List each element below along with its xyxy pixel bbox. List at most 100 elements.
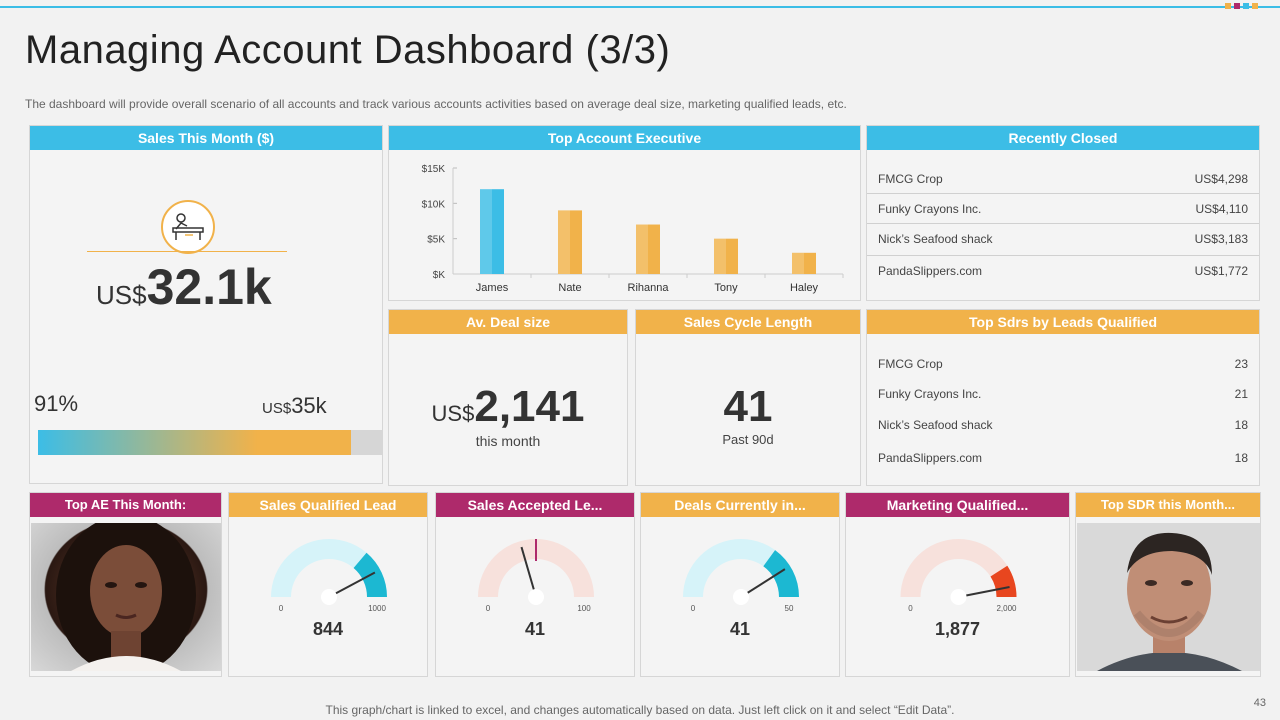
sales-month-target: US$35k [262,393,327,418]
top-ae-photo [31,523,221,671]
list-item: FMCG Crop US$4,298 [867,164,1259,194]
gauge-card: Sales Qualified Lead 0 1000 844 [228,492,428,677]
gauge-track [683,539,799,597]
top-ae-bar-chart: $K $5K $10K $15K James Nate Rihanna Tony Haley [422,164,844,294]
gauge-card: Deals Currently in... 0 50 41 [640,492,840,677]
gauge-min-label: 0 [279,604,284,613]
x-tick-label: Nate [558,282,581,294]
list-item-name: Nick’s Seafood shack [878,232,993,246]
list-item-name: Funky Crayons Inc. [878,387,982,401]
list-item: PandaSlippers.com 18 [867,450,1259,480]
sales-cycle-value: 41 [723,382,773,431]
gauge-fill [763,550,799,597]
avg-deal-value: US$2,141 [431,382,585,431]
gauge-track [478,539,594,597]
list-item: PandaSlippers.com US$1,772 [867,256,1259,286]
top-sdr-month-header: Top SDR this Month... [1076,493,1260,517]
recently-closed-header: Recently Closed [867,126,1259,150]
list-item-value: 21 [1234,387,1248,401]
sales-progress-track [38,430,382,455]
y-tick-label: $15K [422,164,446,175]
bar-shade [714,238,726,274]
bar-shade [636,224,648,274]
gauge-hub [733,589,749,605]
gauge-track [271,539,387,597]
list-item-value: 18 [1234,418,1248,432]
gauge-dial: 0 100 [478,539,594,613]
gauge-needle [740,568,786,598]
bar-nate[interactable] [558,210,582,274]
top-sdr-photo [1077,523,1260,671]
gauge-hub [950,589,967,605]
top-sdrs-list: FMCG Crop 23 Funky Crayons Inc. 21 Nick’s Se… [867,356,1259,480]
sales-this-month-card: Sales This Month ($) US$32.1k 91% US$35k [29,125,383,484]
gauge-header: Marketing Qualified... [846,493,1069,517]
list-item-value: US$3,183 [1194,232,1248,246]
gauge-value: 41 [524,619,546,639]
gauge-dial: 0 1000 [271,539,387,613]
top-sdrs-card: Top Sdrs by Leads Qualified FMCG Crop 23 F… [866,309,1260,486]
list-item-value: US$4,110 [1195,202,1248,216]
top-sdrs-header: Top Sdrs by Leads Qualified [867,310,1259,334]
gauge-max-label: 50 [785,604,794,613]
gauge-min-label: 0 [691,604,696,613]
gauge-hub [528,589,544,605]
bar-shade [792,252,804,274]
gauge-needle [520,546,537,598]
desk-worker-icon [161,200,215,254]
sales-cycle-caption: Past 90d [722,432,774,447]
list-item: Funky Crayons Inc. 21 [867,386,1259,417]
gauge-needle [328,571,376,598]
gauge-value: 844 [312,619,344,639]
list-item-name: FMCG Crop [878,172,943,186]
list-item-name: PandaSlippers.com [878,264,983,278]
sales-month-divider [87,251,287,252]
gauge-header: Sales Accepted Le... [436,493,634,517]
sales-month-value: US$32.1k [96,259,272,315]
gauge-needle [958,586,1010,598]
page-subtitle: The dashboard will provide overall scena… [25,97,847,111]
recently-closed-list: FMCG Crop US$4,298 Funky Crayons Inc. US$4,… [867,164,1259,286]
list-item-name: PandaSlippers.com [878,451,983,465]
gauge-max-label: 2,000 [996,604,1017,613]
gauge-track [900,538,1017,597]
avg-deal-size-card: Av. Deal size US$2,141 this month [388,309,628,486]
bar-tony[interactable] [714,238,738,274]
bar-shade [480,189,492,274]
top-ae-month-card: Top AE This Month: [29,492,222,677]
corner-decoration [1225,3,1258,9]
sales-progress-fill [38,430,352,455]
gauge-max-label: 1000 [368,604,386,613]
x-tick-label: Tony [714,282,738,294]
sales-month-percent: 91% [34,391,79,416]
list-item: Funky Crayons Inc. US$4,110 [867,194,1259,224]
bar-rihanna[interactable] [636,224,660,274]
gauge-max-label: 100 [577,604,591,613]
list-item-value: US$4,298 [1194,172,1248,186]
top-ae-month-header: Top AE This Month: [30,493,221,517]
sales-this-month-header: Sales This Month ($) [30,126,382,150]
top-ae-header: Top Account Executive [389,126,860,150]
bar-james[interactable] [480,189,504,274]
x-tick-label: Rihanna [628,282,670,294]
recently-closed-card: Recently Closed FMCG Crop US$4,298 Funky C… [866,125,1260,301]
gauge-value: 41 [729,619,751,639]
y-tick-label: $5K [427,235,445,246]
gauge-dial: 0 2,000 [900,538,1017,613]
sales-cycle-card: Sales Cycle Length 41 Past 90d [635,309,861,486]
list-item: Nick’s Seafood shack US$3,183 [867,224,1259,256]
list-item: Nick’s Seafood shack 18 [867,417,1259,450]
gauge-value: 1,877 [934,619,981,639]
gauge-card: Marketing Qualified... 0 2,000 1,877 [845,492,1070,677]
bar-haley[interactable] [792,252,816,274]
gauge-card: Sales Accepted Le... 0 100 41 [435,492,635,677]
top-sdr-month-card: Top SDR this Month... [1075,492,1261,677]
top-account-executive-card: Top Account Executive $K $5K $10K $15K James… [388,125,861,301]
gauge-header: Sales Qualified Lead [229,493,427,517]
y-tick-label: $10K [422,199,446,210]
gauge-dial: 0 50 [683,539,799,613]
avg-deal-header: Av. Deal size [389,310,627,334]
page-title: Managing Account Dashboard (3/3) [25,28,671,72]
list-item: FMCG Crop 23 [867,356,1259,386]
list-item-value: 23 [1234,357,1248,371]
